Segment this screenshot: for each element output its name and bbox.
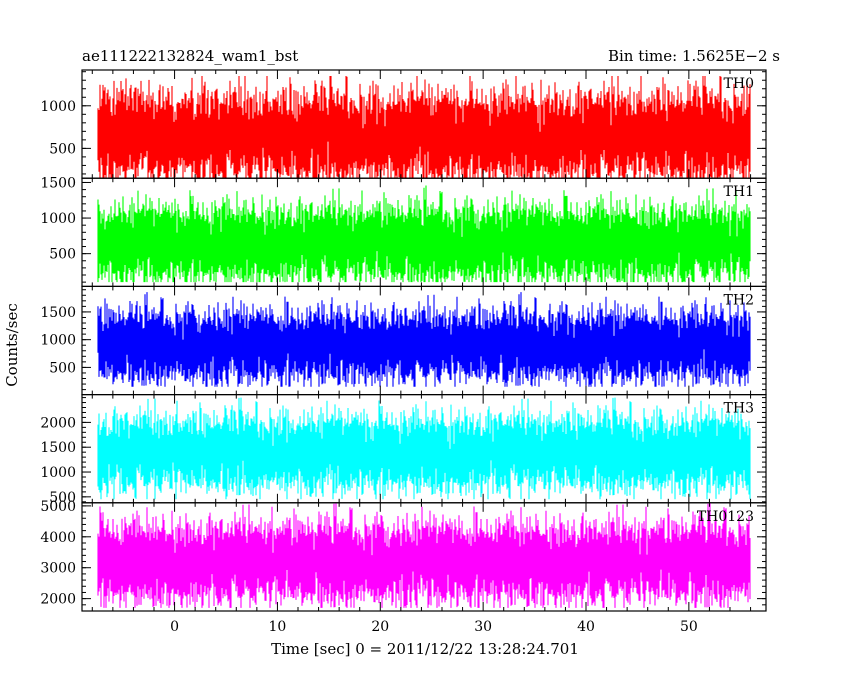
series-trace-th0123 <box>97 502 751 608</box>
series-trace-th3 <box>97 397 751 500</box>
y-tick-label: 500 <box>49 490 76 506</box>
y-tick-label: 1500 <box>40 175 76 191</box>
panel-frame-th0123 <box>81 502 767 612</box>
panel-label-th0: TH0 <box>724 76 754 92</box>
panel-label-th3: TH3 <box>724 401 754 417</box>
y-tick-label: 500 <box>49 247 76 263</box>
x-tick-label: 50 <box>680 619 698 635</box>
y-tick-label: 1500 <box>40 305 76 321</box>
y-tick-label: 3000 <box>40 561 76 577</box>
panel-label-th2: TH2 <box>724 292 754 308</box>
x-tick-label: 20 <box>371 619 389 635</box>
x-tick-label: 10 <box>269 619 287 635</box>
y-tick-label: 1000 <box>40 465 76 481</box>
series-trace-th0 <box>97 76 751 179</box>
x-tick-label: 0 <box>170 619 179 635</box>
x-tick-label: 40 <box>577 619 595 635</box>
x-axis-label: Time [sec] 0 = 2011/12/22 13:28:24.701 <box>271 640 579 658</box>
panel-label-th0123: TH0123 <box>697 509 754 525</box>
y-tick-label: 1000 <box>40 333 76 349</box>
y-tick-label: 1500 <box>40 440 76 456</box>
y-tick-label: 500 <box>49 360 76 376</box>
panel-label-th1: TH1 <box>724 184 754 200</box>
y-tick-label: 2000 <box>40 415 76 431</box>
y-tick-label: 500 <box>49 141 76 157</box>
y-tick-label: 4000 <box>40 530 76 546</box>
x-tick-label: 30 <box>474 619 492 635</box>
series-trace-th2 <box>97 292 751 387</box>
figure-title: ae111222132824_wam1_bst <box>82 47 298 65</box>
y-tick-label: 1000 <box>40 211 76 227</box>
y-tick-label: 5000 <box>40 499 76 515</box>
bin-time-label: Bin time: 1.5625E−2 s <box>608 47 780 65</box>
panels: 5001000TH050010001500TH150010001500TH250… <box>40 69 767 635</box>
y-tick-label: 1000 <box>40 99 76 115</box>
y-axis-label: Counts/sec <box>3 303 21 387</box>
series-trace-th1 <box>97 185 751 283</box>
y-tick-label: 2000 <box>40 592 76 608</box>
